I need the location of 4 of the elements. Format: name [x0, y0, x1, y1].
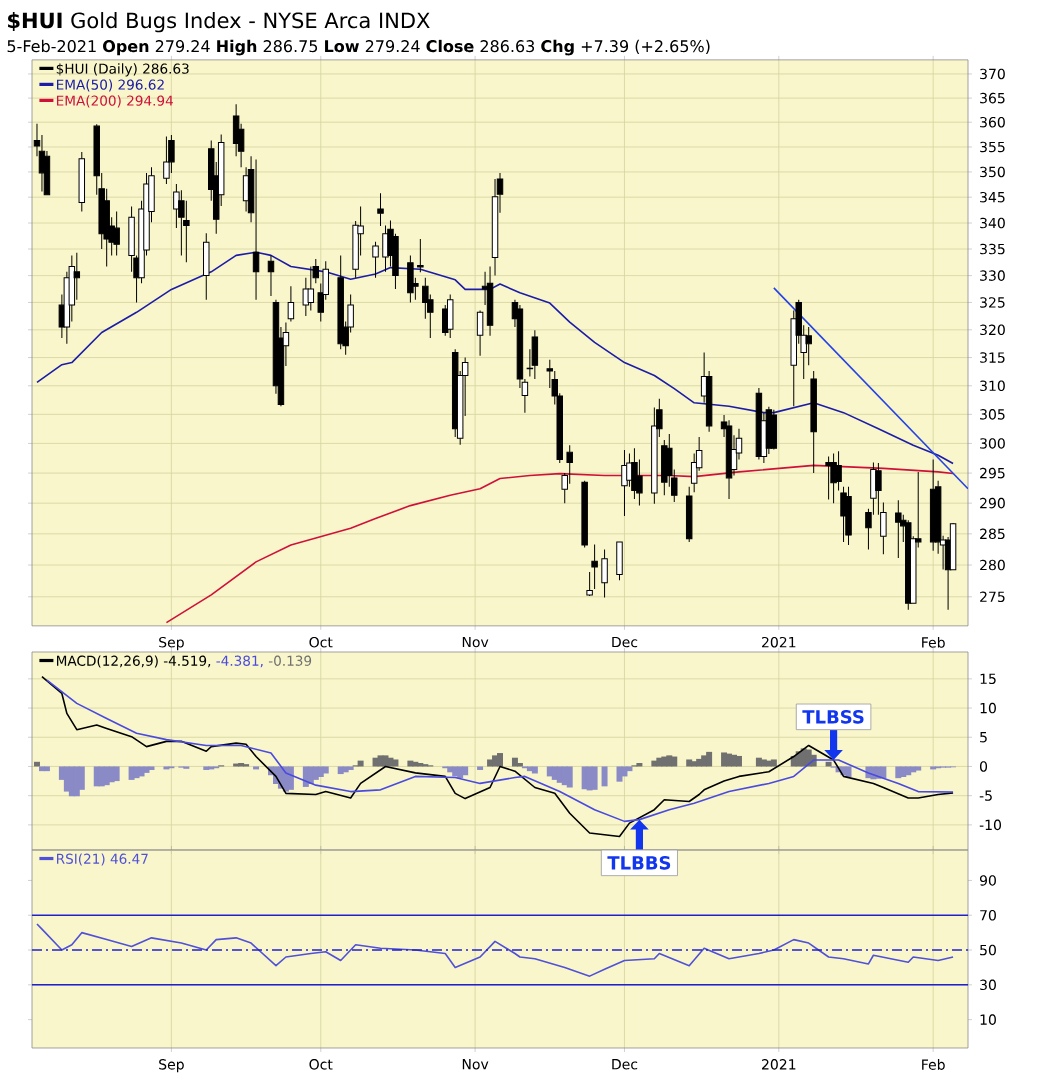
- annotation: TLBBS: [607, 856, 671, 870]
- chart-title: $HUI Gold Bugs Index - NYSE Arca INDX: [8, 12, 430, 33]
- annotation: TLBSS: [802, 710, 864, 724]
- text: 5-Feb-2021 Open 279.24 High 286.75 Low 279.24 Close 286.63 Chg +7.39 (+2.65%): [7, 39, 710, 56]
